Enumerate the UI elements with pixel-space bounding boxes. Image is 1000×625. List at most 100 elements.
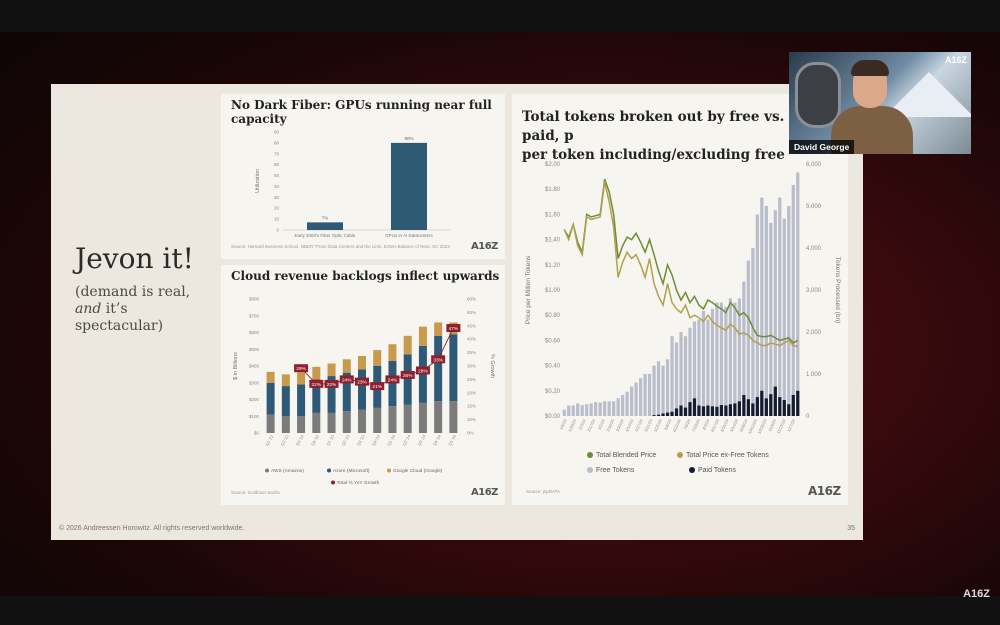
paid-token-bar	[737, 401, 741, 416]
speaker-hair	[851, 60, 889, 76]
free-token-bar	[656, 361, 661, 416]
y2-tick-label: 6,000	[806, 162, 822, 168]
slide-title: Jevon it!	[75, 242, 194, 275]
x-tick-label: 7/20/24	[691, 418, 701, 433]
tokens-chart: $0.00 $0.20 $0.40 $0.60 $0.80 $1.00 $1.20 $1.40…	[525, 162, 841, 474]
y2-tick-label: 10%	[467, 417, 476, 422]
legend-label: Google Cloud (Google)	[393, 468, 443, 474]
y-tick-label: $0.00	[545, 414, 561, 420]
x-tick-label: GPUs in AI Datacenters	[385, 233, 433, 238]
x-tick-label: 5/25/24	[653, 418, 663, 433]
free-token-bar	[796, 172, 800, 416]
y2-tick-label: 15%	[467, 404, 476, 409]
free-token-bar	[674, 342, 679, 416]
slide-subtitle: (demand is real, and it’s spectacular)	[75, 284, 215, 335]
y2-tick-label: 2,000	[806, 330, 822, 336]
free-token-bar	[769, 222, 773, 416]
a16z-logo: A16Z	[808, 484, 841, 498]
free-token-bar	[791, 185, 795, 416]
y2-tick-label: 50%	[467, 310, 476, 315]
x-tick-label: Q4 '22	[310, 433, 321, 446]
free-token-bar	[778, 197, 782, 416]
growth-label: 26%	[403, 373, 413, 379]
x-tick-label: 2/17/24	[586, 418, 596, 433]
paid-token-bar	[715, 406, 719, 416]
gpu-utilization-panel: No Dark Fiber: GPUs running near full ca…	[221, 94, 505, 259]
x-tick-label: 6/22/24	[672, 418, 682, 433]
bar-segment	[342, 411, 351, 433]
bar-segment	[434, 335, 443, 402]
legend-marker	[587, 467, 593, 473]
growth-label: 22%	[327, 382, 337, 388]
bar-segment	[418, 326, 427, 346]
y-tick-label: $100	[249, 414, 260, 419]
bar-segment	[342, 372, 351, 412]
x-tick-label: Q1 '22	[264, 433, 275, 446]
y2-tick-label: 3,000	[806, 288, 822, 294]
bar-segment	[327, 412, 336, 433]
title-line: Total tokens broken out by free vs. paid…	[522, 109, 785, 144]
bar-segment	[403, 354, 412, 405]
free-token-bar	[683, 336, 688, 416]
webcam-logo: A16Z	[944, 55, 967, 65]
free-token-bar	[755, 214, 759, 416]
free-token-bar	[594, 402, 598, 416]
growth-label: 21%	[372, 384, 382, 390]
paid-token-bar	[742, 395, 746, 416]
y-tick-label: 60	[274, 162, 280, 167]
paid-token-bar	[665, 412, 670, 416]
free-token-bar	[616, 398, 620, 416]
legend-marker	[387, 468, 391, 473]
y-axis-label: Price per Million Tokens	[525, 255, 532, 324]
bar-segment	[297, 372, 306, 385]
paid-token-bar	[706, 405, 710, 416]
x-tick-label: 1/20/24	[567, 418, 577, 433]
legend-marker	[327, 468, 331, 473]
tokens-panel: Total tokens broken out by free vs. paid…	[512, 94, 848, 505]
paid-token-bar	[764, 398, 768, 416]
free-token-bar	[737, 298, 741, 416]
free-token-bar	[634, 382, 638, 416]
paid-token-bar	[769, 394, 773, 416]
chart-title: Cloud revenue backlogs inflect upwards	[231, 269, 500, 283]
x-tick-label: Q4 '24	[432, 433, 443, 446]
title-line: per token including/excluding free	[522, 147, 785, 163]
legend-marker	[689, 467, 695, 473]
free-token-bar	[787, 206, 791, 416]
free-token-bar	[562, 409, 566, 416]
y-tick-label: $0.60	[545, 338, 561, 344]
bar-segment	[327, 376, 336, 413]
bar-segment	[418, 402, 427, 433]
free-token-bar	[612, 401, 616, 416]
free-token-bar	[603, 401, 607, 416]
a16z-logo: A16Z	[471, 241, 498, 252]
legend-label: Total Blended Price	[596, 452, 656, 459]
corner-logo: A16Z	[963, 588, 990, 600]
chart-source: Source: Harvard Business School, NBER "F…	[231, 244, 450, 249]
paid-token-bar	[656, 414, 661, 416]
y-tick-label: $1.20	[545, 263, 561, 269]
cloud-backlog-chart: $0 $100 $200 $300 $400 $500 $600 $700 $800 0% 10% 1…	[233, 297, 495, 487]
growth-label-box	[355, 377, 369, 386]
slide-footer: © 2026 Andreessen Horowitz. All rights r…	[59, 525, 245, 532]
page-number: 35	[847, 525, 855, 532]
growth-label-box	[446, 324, 461, 333]
paid-token-bar	[778, 397, 782, 416]
free-token-bar	[665, 359, 670, 416]
y-tick-label: $1.40	[545, 238, 561, 244]
paid-token-bar	[755, 397, 759, 416]
y2-tick-label: 20%	[467, 390, 476, 395]
paid-token-bar	[674, 408, 679, 416]
paid-token-bar	[679, 405, 683, 416]
x-tick-label: 5/11/24	[643, 418, 653, 433]
x-tick-label: Q3 '24	[417, 433, 428, 446]
paid-token-bar	[751, 403, 755, 416]
growth-label: 29%	[296, 366, 306, 372]
growth-label-box	[385, 375, 400, 384]
free-token-bar	[643, 374, 647, 416]
chart-title: No Dark Fiber: GPUs running near full ca…	[231, 98, 492, 126]
top-letterbox	[0, 0, 1000, 32]
paid-token-bar	[760, 390, 764, 416]
x-tick-label: 3/30/24	[615, 418, 625, 433]
bar-segment	[327, 363, 336, 377]
